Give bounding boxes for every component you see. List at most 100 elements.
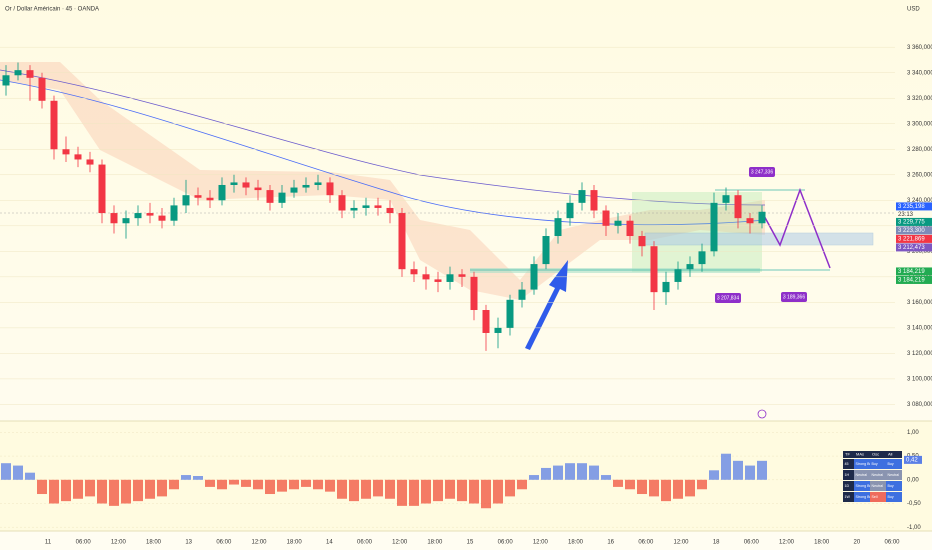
annotation-box xyxy=(715,293,741,303)
table-text: Strong Buy xyxy=(856,484,874,488)
realtime-icon[interactable] xyxy=(757,409,767,419)
x-tick-label: 18:00 xyxy=(287,540,303,546)
table-text: Buy xyxy=(888,462,894,466)
osc-bar xyxy=(157,479,167,497)
price-tag-label: 3 184,219 xyxy=(898,269,925,275)
osc-bar xyxy=(601,475,611,480)
candle-body xyxy=(662,281,670,293)
y-tick-label: 0,00 xyxy=(907,477,919,483)
osc-bar xyxy=(457,479,467,502)
candle-body xyxy=(554,218,562,237)
table-text: Buy xyxy=(872,462,878,466)
x-tick-label: 11 xyxy=(45,540,52,546)
candle-body xyxy=(602,210,610,226)
table-text: Neutral xyxy=(888,473,900,477)
candle-body xyxy=(386,207,394,214)
candle-body xyxy=(734,195,742,219)
candle-body xyxy=(2,75,10,86)
candle-body xyxy=(566,202,574,219)
candle-body xyxy=(638,236,646,247)
table-text: Buy xyxy=(888,495,894,499)
y-tick-label: 3 340,000 xyxy=(907,70,932,76)
table-cell xyxy=(843,492,854,502)
x-tick-label: 18:00 xyxy=(146,540,162,546)
osc-bar xyxy=(673,479,683,499)
table-cell xyxy=(843,451,854,458)
table-text: Buy xyxy=(888,484,894,488)
price-tag-label: 3 184,219 xyxy=(898,278,925,284)
x-tick-label: 18:00 xyxy=(814,540,830,546)
table-cell xyxy=(854,451,870,458)
osc-bar xyxy=(445,479,455,499)
candle-body xyxy=(290,187,298,193)
osc-bar xyxy=(649,479,659,497)
x-tick-label: 12:00 xyxy=(533,540,549,546)
y-tick-label: -1,00 xyxy=(907,525,921,531)
osc-bar xyxy=(301,479,311,487)
x-tick-label: 20 xyxy=(853,540,860,546)
table-text: Neutral xyxy=(856,473,868,477)
osc-bar xyxy=(229,479,239,485)
y-tick-label: 3 160,000 xyxy=(907,300,932,306)
candle-body xyxy=(614,220,622,226)
x-tick-label: 12:00 xyxy=(111,540,127,546)
table-text: 1W xyxy=(845,495,851,499)
osc-bar xyxy=(37,479,47,495)
osc-bar xyxy=(397,479,407,506)
x-tick-label: 06:00 xyxy=(638,540,654,546)
table-cell xyxy=(854,459,870,469)
price-tag xyxy=(896,275,932,284)
x-tick-label: 06:00 xyxy=(884,540,900,546)
price-tag-label: 3 223,300 xyxy=(898,228,925,234)
table-text: Neutral xyxy=(872,484,884,488)
y-tick-label: 3 360,000 xyxy=(907,45,932,51)
osc-bar xyxy=(385,479,395,499)
y-tick-label: 3 080,000 xyxy=(907,402,932,408)
table-cell xyxy=(886,451,902,458)
table-text: Strong Buy xyxy=(856,495,874,499)
countdown: 23:13 xyxy=(898,212,914,218)
osc-bar xyxy=(373,479,383,497)
table-cell xyxy=(843,470,854,480)
table-header: MAs xyxy=(856,452,864,457)
table-text: Strong Buy xyxy=(856,462,874,466)
x-tick-label: 12:00 xyxy=(779,540,795,546)
y-tick-label: 3 280,000 xyxy=(907,147,932,153)
osc-bar xyxy=(181,475,191,480)
candle-body xyxy=(746,218,754,224)
candle-body xyxy=(254,187,262,191)
x-tick-label: 18 xyxy=(713,540,720,546)
osc-bar xyxy=(697,479,707,490)
osc-bar xyxy=(625,479,635,490)
candle-body xyxy=(698,251,706,265)
candle-body xyxy=(110,213,118,224)
table-cell xyxy=(854,470,870,480)
candle-body xyxy=(194,195,202,198)
table-cell xyxy=(870,451,886,458)
osc-bar xyxy=(133,479,143,502)
osc-bar xyxy=(709,470,719,480)
candle-body xyxy=(542,236,550,265)
candle-body xyxy=(206,197,214,201)
candle-body xyxy=(422,274,430,280)
unit-label: USD xyxy=(907,7,920,13)
osc-bar xyxy=(169,479,179,490)
osc-bar xyxy=(193,476,203,480)
price-tag xyxy=(896,243,932,252)
candle-body xyxy=(494,327,502,333)
x-tick-label: 06:00 xyxy=(76,540,92,546)
x-tick-label: 16 xyxy=(607,540,614,546)
osc-bar xyxy=(217,479,227,490)
table-text: Sell xyxy=(872,495,878,499)
osc-bar xyxy=(265,479,275,495)
osc-bar xyxy=(553,465,563,480)
candle-body xyxy=(302,184,310,188)
osc-bar xyxy=(505,479,515,497)
zone xyxy=(644,232,874,246)
candle-body xyxy=(314,182,322,185)
osc-bar xyxy=(253,479,263,490)
candle-body xyxy=(218,184,226,201)
candle-body xyxy=(14,70,22,76)
price-tag xyxy=(896,267,932,276)
candle-body xyxy=(50,100,58,150)
